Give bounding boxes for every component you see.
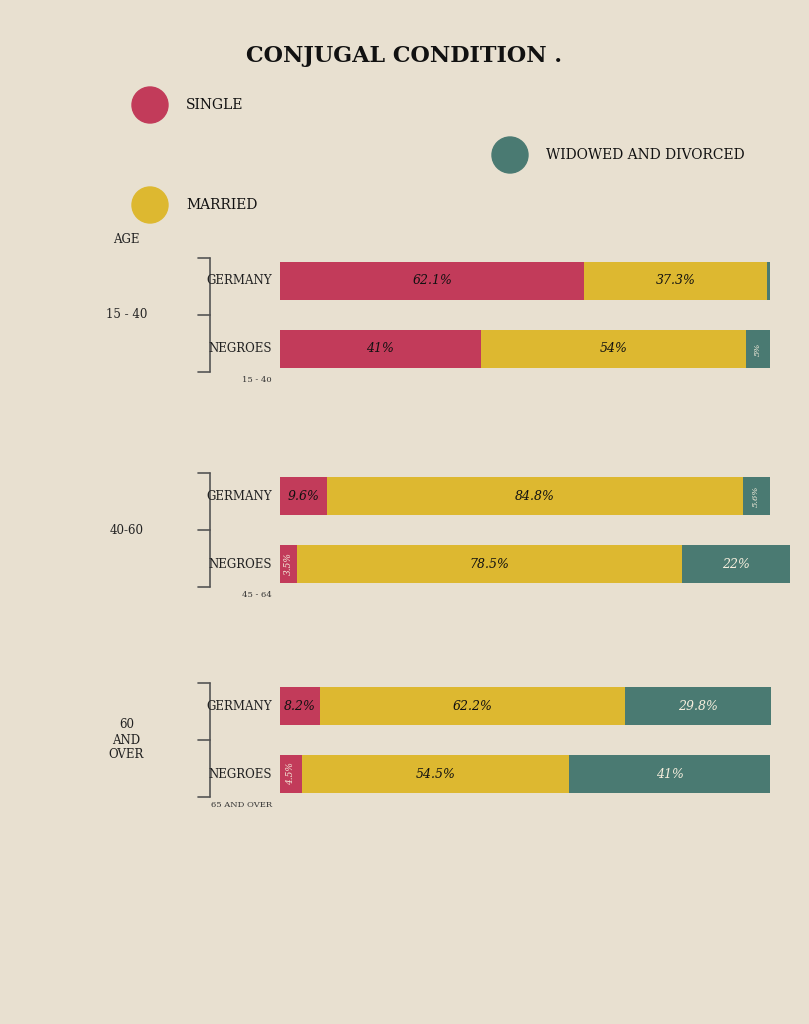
Bar [767,262,770,300]
Bar [625,687,771,725]
Text: 9.6%: 9.6% [287,489,320,503]
Text: NEGROES: NEGROES [209,342,272,355]
Bar [481,330,746,368]
Text: NEGROES: NEGROES [209,768,272,780]
Text: 41%: 41% [366,342,394,355]
Text: GERMANY: GERMANY [206,489,272,503]
Text: 5.6%: 5.6% [752,485,760,507]
Bar [280,330,481,368]
Text: 5%: 5% [754,342,762,355]
Bar [569,755,770,793]
Bar [743,477,770,515]
Bar [297,545,682,583]
Bar [280,477,327,515]
Text: AGE: AGE [113,233,140,246]
Text: 60
AND
OVER: 60 AND OVER [109,719,144,762]
Bar [280,545,297,583]
Text: 37.3%: 37.3% [656,274,696,288]
Text: 41%: 41% [655,768,684,780]
Circle shape [132,187,168,223]
Circle shape [132,87,168,123]
Text: NEGROES: NEGROES [209,557,272,570]
Text: MARRIED: MARRIED [186,198,257,212]
Text: 15 - 40: 15 - 40 [243,377,272,384]
Circle shape [492,137,528,173]
Bar [327,477,743,515]
Bar [682,545,790,583]
Bar [280,262,584,300]
Text: 54%: 54% [599,342,627,355]
Text: 45 - 64: 45 - 64 [242,591,272,599]
Text: 54.5%: 54.5% [416,768,455,780]
Text: GERMANY: GERMANY [206,699,272,713]
Text: GERMANY: GERMANY [206,274,272,288]
Text: 29.8%: 29.8% [678,699,718,713]
Text: 62.2%: 62.2% [452,699,493,713]
Text: 40-60: 40-60 [109,523,143,537]
Bar [746,330,770,368]
Text: 62.1%: 62.1% [413,274,452,288]
Text: CONJUGAL CONDITION .: CONJUGAL CONDITION . [247,45,562,67]
Bar [584,262,767,300]
Text: 4.5%: 4.5% [286,763,295,785]
Text: 8.2%: 8.2% [284,699,316,713]
Bar [320,687,625,725]
Text: 84.8%: 84.8% [515,489,555,503]
Text: 15 - 40: 15 - 40 [106,308,147,322]
Text: SINGLE: SINGLE [186,98,244,112]
Text: 78.5%: 78.5% [469,557,510,570]
Text: 3.5%: 3.5% [284,553,293,575]
Text: 22%: 22% [722,557,750,570]
Bar [280,755,302,793]
Text: WIDOWED AND DIVORCED: WIDOWED AND DIVORCED [546,148,744,162]
Text: 65 AND OVER: 65 AND OVER [211,802,272,809]
Bar [280,687,320,725]
Bar [302,755,569,793]
